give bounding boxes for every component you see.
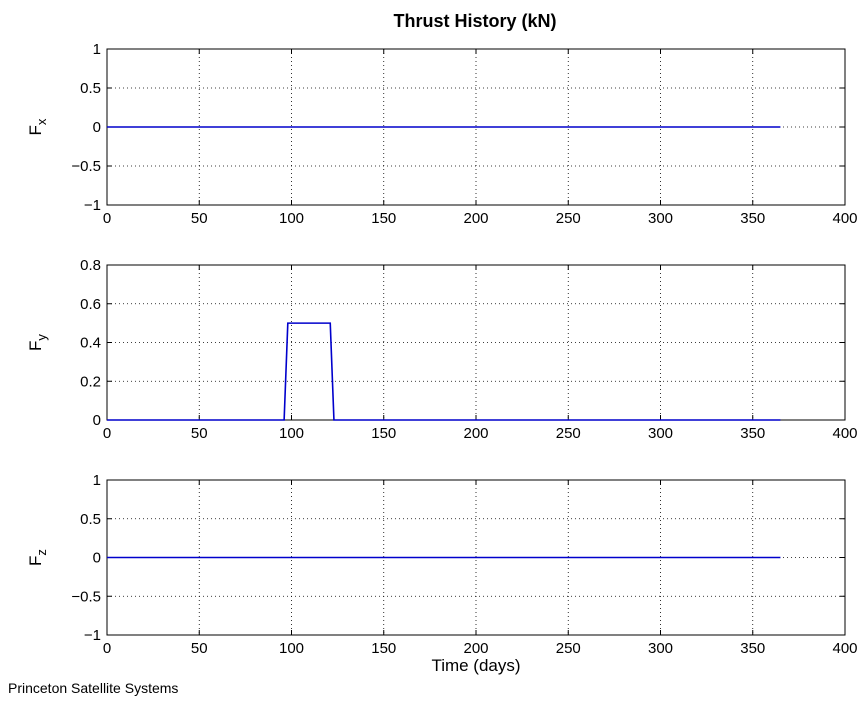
y-tick-label: 0.8: [80, 257, 101, 274]
x-tick-label: 50: [191, 640, 208, 657]
y-tick-label: 0.2: [80, 373, 101, 390]
x-tick-label: 200: [463, 425, 488, 442]
y-tick-label: 0.5: [80, 80, 101, 97]
subplot-3: 0 50 100 150 200 250 300 350 400 −1 −0.5 0 0.5 1 Fz Tim…: [26, 472, 858, 675]
x-tick-label: 250: [556, 210, 581, 227]
y-tick-label: −0.5: [71, 158, 101, 175]
x-tick-label: 100: [279, 210, 304, 227]
x-tick-label: 300: [648, 425, 673, 442]
subplot-2: 0 50 100 150 200 250 300 350 400 0 0.2 0.4 0.6 0.8 Fy: [26, 257, 858, 442]
x-tick-label: 50: [191, 210, 208, 227]
x-tick-label: 150: [371, 640, 396, 657]
x-tick-label: 100: [279, 640, 304, 657]
x-tick-label: 250: [556, 640, 581, 657]
x-tick-label: 200: [463, 640, 488, 657]
x-tick-label: 300: [648, 640, 673, 657]
y-tick-label: −0.5: [71, 588, 101, 605]
x-tick-label: 200: [463, 210, 488, 227]
x-tick-label: 0: [103, 210, 111, 227]
x-tick-label: 150: [371, 210, 396, 227]
x-tick-label: 350: [740, 425, 765, 442]
y-tick-label: 0: [93, 119, 101, 136]
y-tick-label: −1: [84, 627, 101, 644]
footer-credit: Princeton Satellite Systems: [8, 680, 179, 696]
y-tick-label: 0.4: [80, 335, 101, 352]
x-tick-label: 300: [648, 210, 673, 227]
x-tick-label: 100: [279, 425, 304, 442]
y-tick-label: 0: [93, 412, 101, 429]
y-tick-label: 0.5: [80, 511, 101, 528]
x-tick-label: 350: [740, 210, 765, 227]
x-tick-label: 150: [371, 425, 396, 442]
y-tick-label: 0.6: [80, 296, 101, 313]
x-tick-label: 50: [191, 425, 208, 442]
y-tick-label: −1: [84, 197, 101, 214]
x-tick-label: 250: [556, 425, 581, 442]
x-tick-label: 400: [832, 210, 857, 227]
x-tick-label: 400: [832, 425, 857, 442]
x-tick-label: 0: [103, 640, 111, 657]
figure-title: Thrust History (kN): [393, 11, 556, 31]
x-tick-label: 350: [740, 640, 765, 657]
y-axis-label: Fx: [26, 118, 49, 135]
y-axis-label: Fy: [26, 334, 49, 351]
x-axis-label: Time (days): [431, 656, 520, 675]
subplot-1: 0 50 100 150 200 250 300 350 400 −1 −0.5 0 0.5 1 Fx: [26, 41, 858, 227]
y-tick-label: 1: [93, 472, 101, 489]
x-tick-label: 0: [103, 425, 111, 442]
x-tick-label: 400: [832, 640, 857, 657]
y-tick-label: 0: [93, 550, 101, 567]
series-line-1: [107, 322, 781, 421]
y-tick-label: 1: [93, 41, 101, 58]
y-axis-label: Fz: [26, 549, 49, 566]
